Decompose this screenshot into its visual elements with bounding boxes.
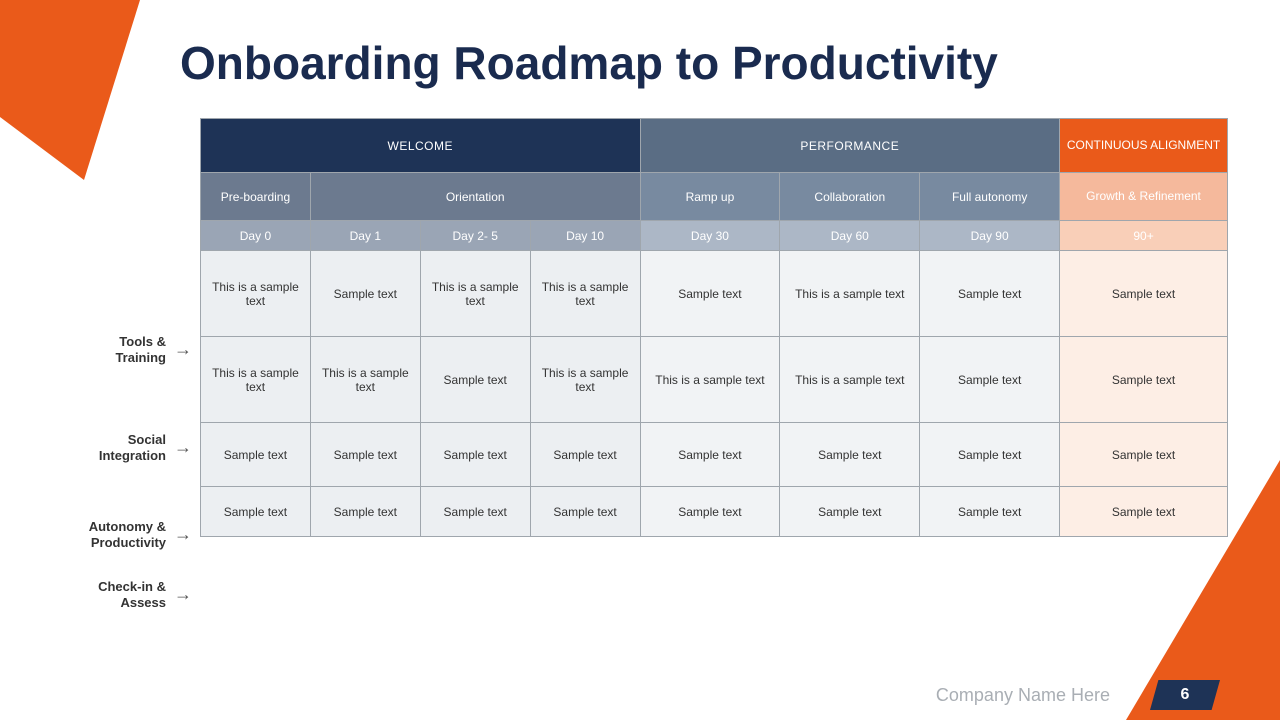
- cell: This is a sample text: [640, 337, 780, 423]
- cell: Sample text: [640, 487, 780, 537]
- table-row: This is a sample text Sample text This i…: [201, 251, 1228, 337]
- header-performance: PERFORMANCE: [640, 119, 1060, 173]
- cell: Sample text: [420, 423, 530, 487]
- cell: This is a sample text: [780, 337, 920, 423]
- cell: Sample text: [530, 487, 640, 537]
- row-label-text: Tools & Training: [72, 334, 166, 365]
- row-label-text: Autonomy & Productivity: [72, 519, 166, 550]
- top-header-row: WELCOME PERFORMANCE CONTINUOUS ALIGNMENT: [201, 119, 1228, 173]
- row-label-text: Check-in & Assess: [72, 579, 166, 610]
- cell: This is a sample text: [530, 337, 640, 423]
- cell: This is a sample text: [310, 337, 420, 423]
- row-label-checkin: Check-in & Assess →: [72, 570, 192, 620]
- day-0: Day 0: [201, 221, 311, 251]
- sub-preboarding: Pre-boarding: [201, 173, 311, 221]
- roadmap-table: WELCOME PERFORMANCE CONTINUOUS ALIGNMENT…: [200, 118, 1228, 537]
- arrow-right-icon: →: [174, 524, 192, 546]
- cell: Sample text: [420, 487, 530, 537]
- cell: Sample text: [310, 423, 420, 487]
- day-10: Day 10: [530, 221, 640, 251]
- header-welcome: WELCOME: [201, 119, 641, 173]
- table-row: Sample text Sample text Sample text Samp…: [201, 423, 1228, 487]
- cell: This is a sample text: [201, 251, 311, 337]
- cell: Sample text: [310, 251, 420, 337]
- cell: This is a sample text: [420, 251, 530, 337]
- cell: Sample text: [920, 487, 1060, 537]
- arrow-right-icon: →: [174, 584, 192, 606]
- sub-growth: Growth & Refinement: [1060, 173, 1228, 221]
- arrow-right-icon: →: [174, 437, 192, 459]
- cell: Sample text: [1060, 423, 1228, 487]
- sub-autonomy: Full autonomy: [920, 173, 1060, 221]
- cell: Sample text: [1060, 251, 1228, 337]
- day-30: Day 30: [640, 221, 780, 251]
- cell: Sample text: [1060, 487, 1228, 537]
- cell: This is a sample text: [530, 251, 640, 337]
- row-label-autonomy: Autonomy & Productivity →: [72, 505, 192, 565]
- sub-orientation: Orientation: [310, 173, 640, 221]
- cell: Sample text: [310, 487, 420, 537]
- header-continuous: CONTINUOUS ALIGNMENT: [1060, 119, 1228, 173]
- cell: Sample text: [420, 337, 530, 423]
- cell: Sample text: [920, 251, 1060, 337]
- day-60: Day 60: [780, 221, 920, 251]
- cell: Sample text: [640, 423, 780, 487]
- cell: Sample text: [530, 423, 640, 487]
- page-number: 6: [1150, 680, 1220, 710]
- day-header-row: Day 0 Day 1 Day 2- 5 Day 10 Day 30 Day 6…: [201, 221, 1228, 251]
- cell: Sample text: [920, 423, 1060, 487]
- cell: This is a sample text: [201, 337, 311, 423]
- cell: This is a sample text: [780, 251, 920, 337]
- table-row: Sample text Sample text Sample text Samp…: [201, 487, 1228, 537]
- day-90plus: 90+: [1060, 221, 1228, 251]
- day-90: Day 90: [920, 221, 1060, 251]
- row-label-tools: Tools & Training →: [72, 310, 192, 390]
- day-2-5: Day 2- 5: [420, 221, 530, 251]
- cell: Sample text: [201, 423, 311, 487]
- table-row: This is a sample text This is a sample t…: [201, 337, 1228, 423]
- sub-header-row: Pre-boarding Orientation Ramp up Collabo…: [201, 173, 1228, 221]
- sub-rampup: Ramp up: [640, 173, 780, 221]
- cell: Sample text: [201, 487, 311, 537]
- arrow-right-icon: →: [174, 339, 192, 361]
- sub-collaboration: Collaboration: [780, 173, 920, 221]
- row-label-social: Social Integration →: [72, 408, 192, 488]
- cell: Sample text: [780, 487, 920, 537]
- cell: Sample text: [780, 423, 920, 487]
- decorative-corner-top-left: [0, 0, 140, 180]
- footer-company-name: Company Name Here: [936, 685, 1110, 706]
- cell: Sample text: [640, 251, 780, 337]
- day-1: Day 1: [310, 221, 420, 251]
- page-title: Onboarding Roadmap to Productivity: [180, 36, 998, 90]
- cell: Sample text: [920, 337, 1060, 423]
- cell: Sample text: [1060, 337, 1228, 423]
- row-label-text: Social Integration: [72, 432, 166, 463]
